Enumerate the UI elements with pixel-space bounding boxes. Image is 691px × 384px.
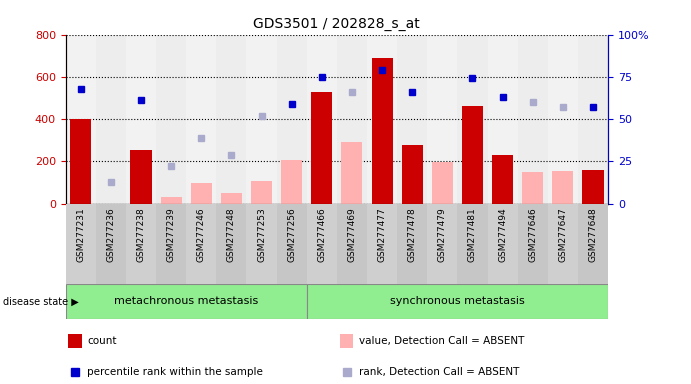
Bar (492, 155, 513, 204)
Text: GSM277477: GSM277477 (377, 208, 386, 262)
Bar (518, 204, 548, 284)
Bar (216, 35, 247, 204)
Bar (66, 204, 96, 284)
Text: GSM277478: GSM277478 (408, 208, 417, 262)
Bar (583, 170, 603, 204)
Bar (518, 35, 548, 204)
Text: GSM277647: GSM277647 (558, 208, 567, 262)
Bar (251, 181, 272, 204)
Bar (126, 204, 156, 284)
Bar (427, 35, 457, 204)
Text: value, Detection Call = ABSENT: value, Detection Call = ABSENT (359, 336, 524, 346)
Bar (397, 204, 427, 284)
Text: metachronous metastasis: metachronous metastasis (114, 296, 258, 306)
Bar (401, 146, 423, 204)
Text: disease state ▶: disease state ▶ (3, 296, 79, 306)
Bar (156, 35, 186, 204)
Bar (397, 35, 427, 204)
Text: GSM277239: GSM277239 (167, 208, 176, 262)
Bar (457, 35, 488, 204)
Text: count: count (87, 336, 117, 346)
Bar (337, 35, 367, 204)
Text: synchronous metastasis: synchronous metastasis (390, 296, 524, 306)
Bar (126, 35, 156, 204)
Text: GSM277246: GSM277246 (197, 208, 206, 262)
Bar (247, 204, 276, 284)
Bar (522, 172, 543, 204)
Text: GSM277238: GSM277238 (137, 208, 146, 262)
Bar (548, 35, 578, 204)
Text: GSM277646: GSM277646 (528, 208, 537, 262)
Bar (186, 35, 216, 204)
Bar (276, 204, 307, 284)
Text: GSM277481: GSM277481 (468, 208, 477, 262)
Bar (307, 35, 337, 204)
Bar (457, 204, 488, 284)
Text: GSM277469: GSM277469 (348, 208, 357, 262)
Bar (432, 162, 453, 204)
Bar (247, 35, 276, 204)
Bar (96, 204, 126, 284)
Bar (307, 204, 337, 284)
Text: GSM277231: GSM277231 (76, 208, 85, 262)
Text: GSM277256: GSM277256 (287, 208, 296, 262)
Text: GSM277479: GSM277479 (438, 208, 447, 262)
Bar (191, 184, 212, 204)
Bar (341, 142, 363, 204)
Bar (337, 204, 367, 284)
Bar (186, 204, 216, 284)
Bar (462, 106, 483, 204)
Text: GSM277253: GSM277253 (257, 208, 266, 262)
Text: GSM277248: GSM277248 (227, 208, 236, 262)
Title: GDS3501 / 202828_s_at: GDS3501 / 202828_s_at (254, 17, 420, 31)
Bar (552, 171, 574, 204)
Bar (160, 197, 182, 204)
Bar (548, 204, 578, 284)
Bar (488, 204, 518, 284)
Bar (281, 160, 302, 204)
Bar (96, 35, 126, 204)
Bar (578, 35, 608, 204)
Bar (367, 35, 397, 204)
Bar (221, 193, 242, 204)
Bar (66, 284, 307, 319)
Bar (276, 35, 307, 204)
Bar (66, 35, 96, 204)
Bar (372, 58, 392, 204)
Bar (367, 204, 397, 284)
Bar (339, 334, 353, 348)
Bar (156, 204, 186, 284)
Bar (70, 119, 91, 204)
Text: GSM277648: GSM277648 (589, 208, 598, 262)
Text: GSM277494: GSM277494 (498, 208, 507, 262)
Text: rank, Detection Call = ABSENT: rank, Detection Call = ABSENT (359, 367, 519, 377)
Bar (427, 204, 457, 284)
Bar (131, 150, 151, 204)
Bar (311, 92, 332, 204)
Bar (307, 284, 608, 319)
Bar (488, 35, 518, 204)
Text: GSM277236: GSM277236 (106, 208, 115, 262)
Bar (68, 334, 82, 348)
Bar (216, 204, 247, 284)
Bar (578, 204, 608, 284)
Text: percentile rank within the sample: percentile rank within the sample (87, 367, 263, 377)
Text: GSM277466: GSM277466 (317, 208, 326, 262)
